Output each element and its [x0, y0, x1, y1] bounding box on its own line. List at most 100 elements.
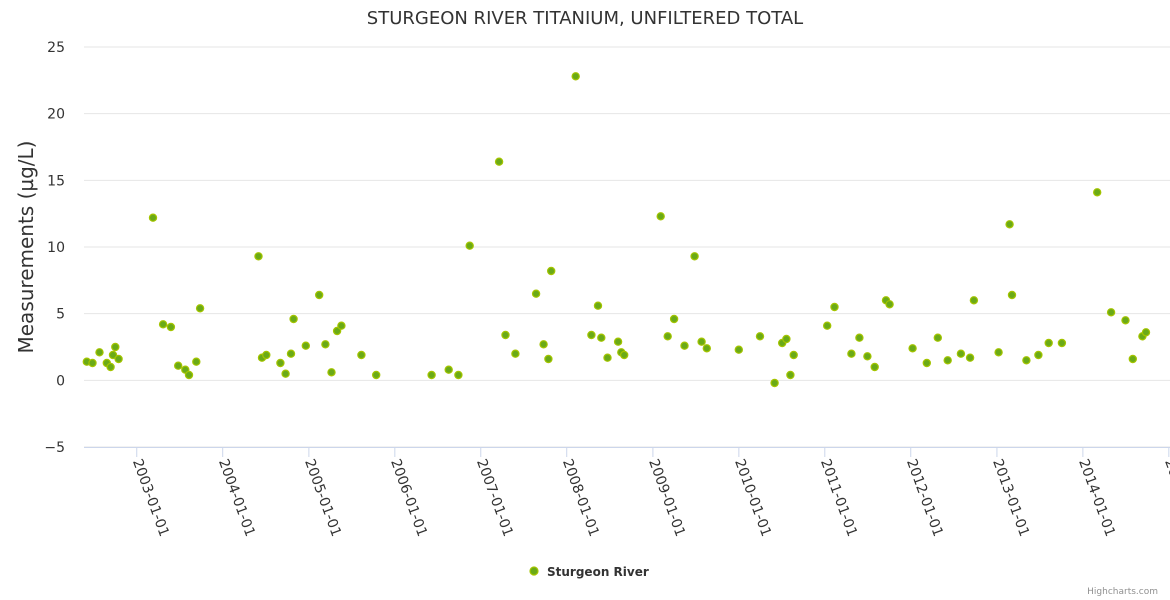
data-point[interactable] — [114, 354, 123, 364]
data-point[interactable] — [943, 356, 952, 365]
data-point[interactable] — [547, 266, 556, 276]
data-point[interactable] — [680, 341, 689, 350]
y-tick-label: −5 — [44, 440, 65, 456]
data-point[interactable] — [184, 370, 194, 380]
data-point[interactable] — [106, 362, 115, 372]
data-point[interactable] — [571, 72, 580, 81]
data-point[interactable] — [603, 353, 612, 362]
data-point[interactable] — [994, 348, 1003, 357]
data-point[interactable] — [531, 289, 541, 298]
data-points — [82, 72, 1151, 388]
data-point[interactable] — [587, 330, 596, 340]
data-point[interactable] — [847, 349, 856, 358]
data-point[interactable] — [734, 345, 744, 354]
data-point[interactable] — [454, 370, 463, 380]
data-point[interactable] — [969, 296, 979, 305]
y-tick-label: 0 — [56, 373, 65, 389]
data-point[interactable] — [465, 241, 474, 250]
data-point[interactable] — [158, 320, 168, 329]
data-point[interactable] — [823, 321, 832, 330]
data-point[interactable] — [702, 344, 712, 353]
data-point[interactable] — [863, 352, 872, 361]
data-point[interactable] — [544, 354, 553, 364]
data-point[interactable] — [332, 326, 342, 336]
y-tick-label: 5 — [56, 307, 65, 323]
data-point[interactable] — [427, 370, 436, 380]
data-point[interactable] — [786, 370, 795, 380]
legend-marker-sturgeon-river[interactable] — [529, 566, 539, 576]
data-point[interactable] — [192, 357, 201, 366]
data-point[interactable] — [663, 332, 672, 341]
data-point[interactable] — [1022, 356, 1031, 365]
data-point[interactable] — [1044, 338, 1053, 348]
data-point[interactable] — [444, 365, 453, 374]
y-axis: −5 0 5 10 15 20 25 — [44, 40, 65, 456]
data-point[interactable] — [1057, 338, 1067, 348]
data-point[interactable] — [1121, 316, 1130, 325]
data-point[interactable] — [690, 252, 699, 261]
y-tick-label: 25 — [47, 40, 65, 56]
legend-label-sturgeon-river[interactable]: Sturgeon River — [547, 565, 649, 579]
data-point[interactable] — [1034, 350, 1043, 360]
data-point[interactable] — [276, 358, 285, 368]
data-point[interactable] — [357, 350, 366, 360]
data-point[interactable] — [933, 333, 943, 342]
data-point[interactable] — [173, 361, 183, 370]
data-point[interactable] — [755, 332, 765, 341]
data-point[interactable] — [262, 350, 271, 360]
data-point[interactable] — [789, 350, 798, 360]
data-point[interactable] — [511, 349, 520, 358]
data-point[interactable] — [956, 349, 966, 358]
data-point[interactable] — [88, 358, 97, 368]
data-point[interactable] — [782, 334, 791, 344]
data-point[interactable] — [315, 290, 324, 300]
data-point[interactable] — [301, 341, 310, 350]
data-point[interactable] — [593, 301, 603, 310]
y-axis-title: Measurements (µg/L) — [14, 141, 38, 354]
data-point[interactable] — [965, 353, 975, 362]
data-point[interactable] — [1005, 220, 1014, 229]
y-tick-label: 20 — [47, 107, 65, 123]
data-point[interactable] — [1092, 188, 1102, 197]
data-point[interactable] — [908, 344, 917, 353]
data-point[interactable] — [166, 322, 176, 332]
y-tick-label: 15 — [47, 173, 65, 189]
data-point[interactable] — [656, 212, 665, 221]
data-point[interactable] — [108, 350, 118, 360]
data-point[interactable] — [148, 213, 158, 222]
chart-title: STURGEON RIVER TITANIUM, UNFILTERED TOTA… — [367, 8, 803, 29]
data-point[interactable] — [286, 349, 296, 358]
credits-link[interactable]: Highcharts.com — [1087, 587, 1158, 597]
data-point[interactable] — [1141, 328, 1151, 337]
data-point[interactable] — [770, 378, 779, 388]
data-point[interactable] — [337, 321, 346, 330]
data-point[interactable] — [539, 340, 548, 349]
data-point[interactable] — [281, 369, 290, 378]
data-point[interactable] — [289, 314, 298, 324]
data-point[interactable] — [372, 370, 381, 380]
data-point[interactable] — [494, 157, 504, 166]
data-point[interactable] — [669, 314, 679, 324]
data-point[interactable] — [195, 304, 205, 313]
data-point[interactable] — [870, 362, 879, 372]
data-point[interactable] — [830, 302, 839, 312]
data-point[interactable] — [697, 337, 706, 346]
data-point[interactable] — [885, 300, 894, 309]
data-point[interactable] — [111, 342, 120, 352]
data-point[interactable] — [922, 358, 932, 368]
data-point[interactable] — [1106, 308, 1116, 317]
data-point[interactable] — [327, 368, 336, 377]
data-point[interactable] — [501, 330, 510, 340]
data-point[interactable] — [321, 340, 330, 349]
legend[interactable]: Sturgeon River — [529, 565, 649, 579]
data-point[interactable] — [855, 333, 864, 342]
data-point[interactable] — [620, 350, 629, 360]
data-point[interactable] — [1128, 354, 1138, 364]
data-point[interactable] — [597, 333, 606, 342]
data-point[interactable] — [95, 348, 104, 357]
y-tick-label: 10 — [47, 240, 65, 256]
data-point[interactable] — [1007, 290, 1017, 300]
data-point[interactable] — [613, 337, 623, 346]
data-point[interactable] — [254, 252, 263, 261]
